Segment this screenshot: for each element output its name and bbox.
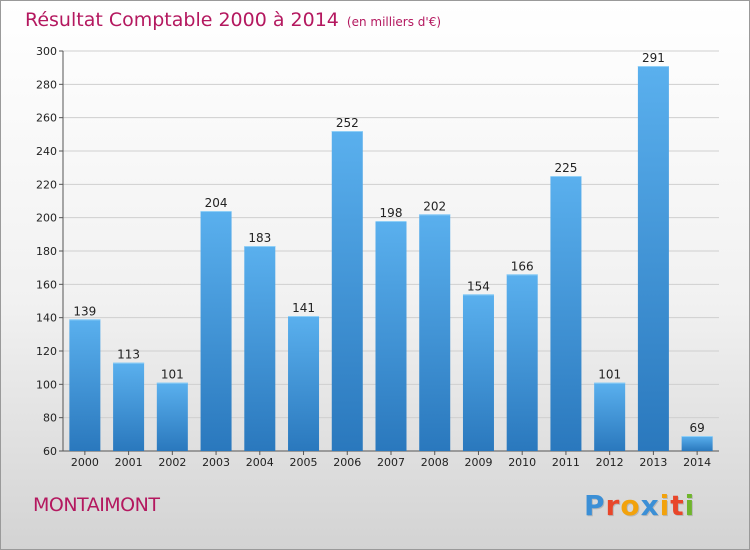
- x-tick-label-2010: 2010: [508, 456, 536, 469]
- value-label-2005: 141: [292, 301, 315, 315]
- bar-2010: [506, 274, 538, 451]
- x-tick-label-2005: 2005: [290, 456, 318, 469]
- value-label-2013: 291: [642, 51, 665, 65]
- value-label-2014: 69: [689, 421, 704, 435]
- chart-title-text: Résultat Comptable 2000 à 2014: [25, 9, 339, 31]
- bar-2001: [113, 362, 145, 451]
- x-tick-label-2011: 2011: [552, 456, 580, 469]
- bar-2006: [331, 131, 363, 451]
- y-tick-label: 200: [36, 212, 57, 225]
- y-tick-label: 240: [36, 145, 57, 158]
- x-tick-label-2009: 2009: [464, 456, 492, 469]
- x-tick-label-2000: 2000: [71, 456, 99, 469]
- value-label-2002: 101: [161, 368, 184, 382]
- logo-letter: o: [620, 489, 641, 522]
- bar-2012: [594, 382, 626, 451]
- labels: 60 80 100 120 140 160 180 200 220 240 260 280 300 139…: [36, 45, 711, 469]
- commune-name: MONTAIMONT: [33, 494, 160, 516]
- bar-2004: [244, 246, 276, 451]
- bar-2011: [550, 176, 582, 451]
- logo-letter: P: [584, 489, 606, 522]
- y-tick-label: 260: [36, 112, 57, 125]
- logo-letter: x: [640, 489, 660, 522]
- x-tick-label-2006: 2006: [333, 456, 361, 469]
- proxiti-logo[interactable]: Proxiti: [584, 489, 695, 522]
- bar-2007: [375, 221, 407, 451]
- bar-2008: [419, 214, 451, 451]
- value-label-2001: 113: [117, 348, 140, 362]
- value-label-2012: 101: [598, 368, 621, 382]
- y-tick-label: 120: [36, 345, 57, 358]
- y-tick-label: 160: [36, 278, 57, 291]
- chart-subtitle: (en milliers d'€): [346, 15, 442, 29]
- bar-2005: [288, 316, 320, 451]
- bar-2002: [156, 382, 188, 451]
- y-tick-label: 140: [36, 312, 57, 325]
- chart-title: Résultat Comptable 2000 à 2014 (en millie…: [25, 9, 441, 31]
- y-tick-label: 220: [36, 178, 57, 191]
- bar-2000: [69, 319, 101, 451]
- y-tick-label: 80: [43, 412, 57, 425]
- logo-letter: r: [605, 489, 621, 522]
- bar-2014: [681, 436, 713, 451]
- value-label-2010: 166: [511, 259, 534, 273]
- bar-2009: [462, 294, 494, 451]
- value-label-2004: 183: [248, 231, 271, 245]
- x-tick-label-2001: 2001: [115, 456, 143, 469]
- value-label-2011: 225: [554, 161, 577, 175]
- value-label-2008: 202: [423, 199, 446, 213]
- x-tick-label-2013: 2013: [639, 456, 667, 469]
- value-label-2006: 252: [336, 116, 359, 130]
- logo-letter: i: [659, 489, 671, 522]
- y-tick-label: 100: [36, 378, 57, 391]
- y-tick-label: 280: [36, 78, 57, 91]
- logo-letter: t: [670, 489, 685, 522]
- bar-2003: [200, 211, 232, 451]
- y-tick-label: 300: [36, 45, 57, 58]
- value-label-2003: 204: [205, 196, 228, 210]
- x-tick-label-2014: 2014: [683, 456, 711, 469]
- value-label-2000: 139: [73, 304, 96, 318]
- x-tick-label-2004: 2004: [246, 456, 274, 469]
- logo-letter: i: [684, 489, 696, 522]
- y-tick-label: 180: [36, 245, 57, 258]
- x-tick-label-2008: 2008: [421, 456, 449, 469]
- x-tick-label-2007: 2007: [377, 456, 405, 469]
- value-label-2007: 198: [380, 206, 403, 220]
- bar-2013: [637, 66, 669, 451]
- y-tick-label: 60: [43, 445, 57, 458]
- x-tick-label-2012: 2012: [596, 456, 624, 469]
- x-tick-label-2002: 2002: [158, 456, 186, 469]
- value-label-2009: 154: [467, 279, 490, 293]
- bars: [69, 66, 713, 451]
- x-tick-label-2003: 2003: [202, 456, 230, 469]
